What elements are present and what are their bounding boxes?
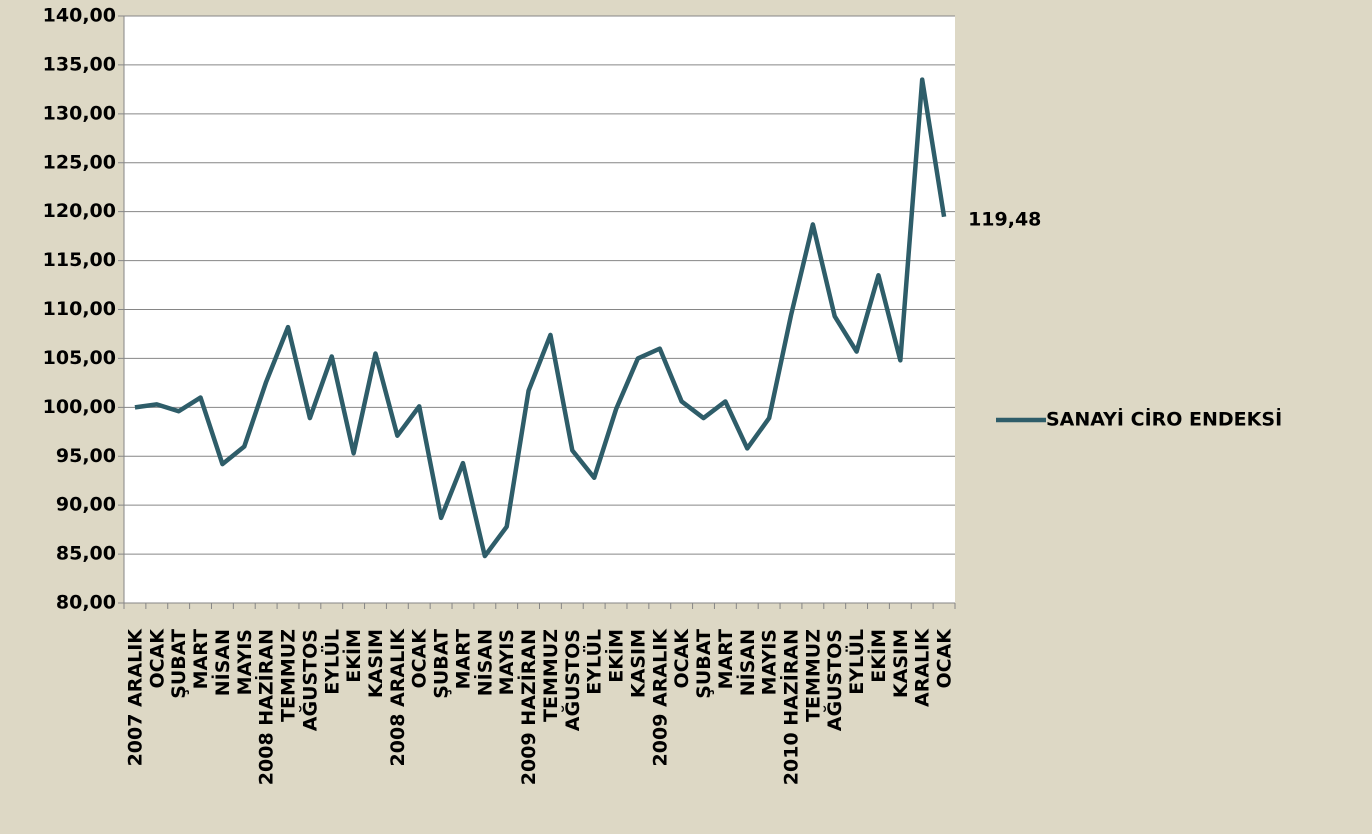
x-tick-label: EKİM (341, 629, 365, 683)
x-tick-label: EYLÜL (319, 629, 343, 695)
x-tick-label: TEMMUZ (278, 629, 300, 722)
y-tick-label: 140,00 (43, 5, 116, 27)
x-tick-label: 2009 ARALIK (649, 628, 671, 767)
x-tick-label: AĞUSTOS (560, 629, 584, 731)
x-tick-label: NİSAN (472, 629, 496, 696)
y-tick-label: 105,00 (43, 347, 116, 369)
y-tick-label: 125,00 (43, 151, 116, 173)
x-tick-label: TEMMUZ (802, 629, 824, 722)
x-tick-label: OCAK (934, 628, 956, 689)
y-tick-label: 115,00 (43, 249, 116, 271)
data-label: 119,48 (968, 208, 1041, 230)
x-tick-label: KASIM (365, 629, 387, 698)
series-line (134, 77, 947, 559)
x-tick-label: MAYIS (234, 629, 256, 695)
x-tick-label: AĞUSTOS (822, 629, 846, 731)
y-tick-label: 120,00 (43, 200, 116, 222)
x-tick-label: 2008 ARALIK (387, 628, 409, 767)
x-tick-label: ŞUBAT (693, 629, 715, 699)
y-tick-label: 100,00 (43, 396, 116, 418)
y-tick-label: 135,00 (43, 53, 116, 75)
y-tick-label: 85,00 (56, 543, 116, 565)
x-tick-label: OCAK (671, 628, 693, 689)
x-tick-label: TEMMUZ (540, 629, 562, 722)
x-tick-label: EKİM (866, 629, 890, 683)
x-tick-label: AĞUSTOS (297, 629, 321, 731)
x-tick-label: MAYIS (759, 629, 781, 695)
x-tick-label: MART (452, 629, 474, 689)
x-tick-label: ARALIK (912, 628, 934, 707)
x-tick-label: ŞUBAT (431, 629, 453, 699)
x-tick-label: EYLÜL (844, 629, 868, 695)
y-tick-label: 80,00 (56, 592, 116, 614)
y-tick-label: 130,00 (43, 102, 116, 124)
x-tick-label: EYLÜL (582, 629, 606, 695)
x-tick-label: OCAK (146, 628, 168, 689)
x-tick-label: KASIM (627, 629, 649, 698)
x-tick-label: 2008 HAZİRAN (254, 629, 278, 785)
x-tick-label: 2010 HAZİRAN (778, 629, 802, 785)
x-tick-label: 2007 ARALIK (124, 628, 146, 767)
y-tick-label: 95,00 (56, 445, 116, 467)
y-tick-label: 90,00 (56, 494, 116, 516)
y-tick-label: 110,00 (43, 298, 116, 320)
x-tick-label: MAYIS (496, 629, 518, 695)
x-tick-label: ŞUBAT (168, 629, 190, 699)
x-tick-label: 2009 HAZİRAN (516, 629, 540, 785)
x-tick-label: KASIM (890, 629, 912, 698)
x-tick-label: MART (190, 629, 212, 689)
x-tick-label: NİSAN (735, 629, 759, 696)
x-tick-label: OCAK (409, 628, 431, 689)
x-tick-label: MART (715, 629, 737, 689)
x-tick-label: NİSAN (210, 629, 234, 696)
legend-label: SANAYİ CİRO ENDEKSİ (1046, 407, 1282, 431)
x-tick-label: EKİM (604, 629, 628, 683)
